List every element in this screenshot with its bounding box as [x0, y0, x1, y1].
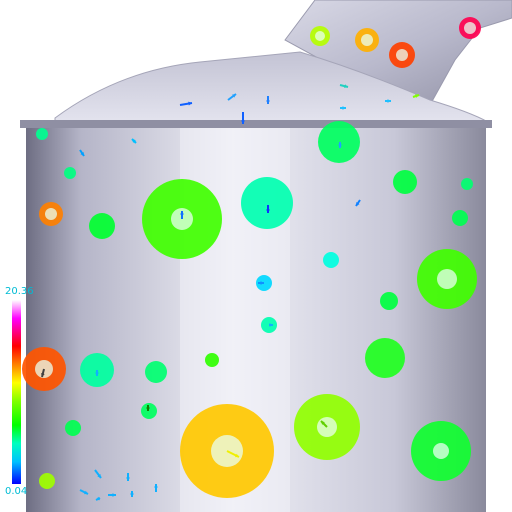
- particle-marker: [452, 210, 468, 226]
- particle-marker: [89, 213, 115, 239]
- velocity-arrow-head: [40, 373, 45, 377]
- legend-min-label: 0.04: [5, 486, 28, 497]
- velocity-arrow-head: [415, 94, 419, 98]
- velocity-arrow-head: [342, 106, 346, 110]
- velocity-arrow-head: [95, 372, 99, 376]
- particle-marker: [365, 338, 405, 378]
- velocity-arrow-head: [338, 144, 342, 148]
- velocity-arrow-head: [126, 477, 130, 481]
- velocity-arrow-head: [146, 405, 150, 409]
- particle-marker: [323, 252, 339, 268]
- legend-max-label: 20.36: [5, 286, 34, 297]
- particle-marker: [393, 170, 417, 194]
- velocity-arrow-head: [84, 490, 88, 495]
- velocity-arrow-head: [269, 323, 273, 327]
- glyph-layer: [22, 17, 481, 501]
- velocity-arrow-head: [344, 84, 348, 89]
- particle-marker: [65, 420, 81, 436]
- particle-marker: [380, 292, 398, 310]
- velocity-arrow-head: [235, 453, 239, 458]
- color-legend: [12, 300, 21, 484]
- particle-marker-core: [437, 269, 457, 289]
- legend-colorbar: [12, 300, 21, 484]
- velocity-arrow-head: [96, 496, 100, 501]
- particle-marker-core: [433, 443, 449, 459]
- velocity-arrow-head: [97, 474, 101, 478]
- particle-marker-core: [315, 31, 325, 41]
- particle-marker: [205, 353, 219, 367]
- particle-marker: [36, 128, 48, 140]
- velocity-arrow-head: [321, 421, 325, 425]
- velocity-arrow-head: [266, 100, 270, 104]
- velocity-arrow-head: [232, 94, 236, 98]
- vessel-dome: [54, 51, 490, 123]
- velocity-arrow-head: [188, 101, 192, 106]
- particle-marker-core: [464, 22, 476, 34]
- particle-marker-core: [45, 208, 57, 220]
- velocity-arrow-head: [266, 209, 270, 213]
- vessel-rim: [20, 120, 492, 128]
- particle-marker-core: [361, 34, 373, 46]
- particle-marker-core: [396, 49, 408, 61]
- particle-marker: [461, 178, 473, 190]
- velocity-arrow-head: [154, 484, 158, 488]
- velocity-arrow-head: [356, 202, 360, 206]
- particle-marker: [64, 167, 76, 179]
- velocity-arrow-head: [132, 139, 136, 143]
- particle-marker: [39, 473, 55, 489]
- velocity-arrow-head: [387, 99, 391, 103]
- velocity-arrow-head: [241, 120, 245, 124]
- velocity-arrow-head: [258, 281, 262, 285]
- particle-marker: [145, 361, 167, 383]
- velocity-arrow-head: [180, 211, 184, 215]
- velocity-arrow-head: [80, 152, 84, 156]
- particle-marker: [241, 177, 293, 229]
- velocity-arrow-head: [130, 491, 134, 495]
- velocity-arrow-head: [112, 493, 116, 497]
